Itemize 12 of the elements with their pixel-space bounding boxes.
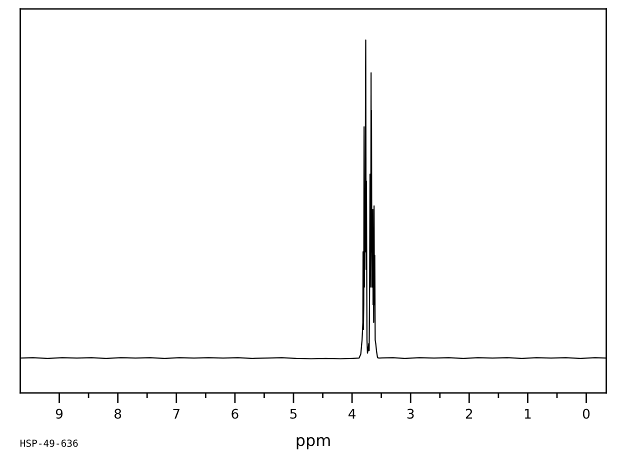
text: HSP-49-636 <box>20 440 78 447</box>
x-tick-label: 2 <box>466 408 472 419</box>
x-tick-label: 1 <box>524 408 531 419</box>
x-tick-label: 4 <box>348 408 356 419</box>
x-tick-label: 6 <box>232 408 238 419</box>
x-tick-label: 0 <box>582 408 590 419</box>
x-tick-label: 7 <box>173 408 180 419</box>
x-axis-title: ppm <box>296 437 330 450</box>
x-tick-label: 5 <box>290 408 297 419</box>
x-tick-label: 3 <box>407 408 414 419</box>
x-tick-label: 9 <box>56 408 63 419</box>
x-tick-label: 8 <box>114 408 122 419</box>
